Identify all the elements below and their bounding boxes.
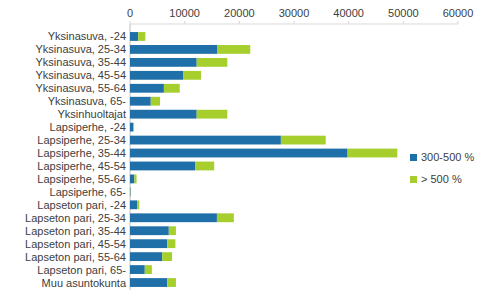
x-tick-label: 60000 — [443, 7, 474, 19]
legend-label: 300-500 % — [421, 151, 474, 163]
category-label: Lapsiperhe, 55-64 — [37, 173, 126, 185]
chart: 0 10000 20000 30000 40000 50000 60000 Yksinasuv… — [0, 0, 492, 304]
bar — [130, 213, 217, 222]
bar — [130, 200, 137, 209]
x-tick — [184, 21, 185, 24]
category-label: Yksinasuva, 35-44 — [36, 56, 127, 68]
category-label: Yksinasuva, 55-64 — [36, 82, 127, 94]
legend-swatch — [410, 154, 417, 161]
x-tick — [130, 21, 131, 24]
bar — [169, 226, 176, 235]
category-label: Lapsiperhe, 25-34 — [37, 134, 126, 146]
bar — [130, 123, 133, 132]
bar — [130, 187, 131, 196]
bar — [183, 71, 201, 80]
bar — [130, 226, 169, 235]
category-label: Yksinasuva, -24 — [48, 30, 126, 42]
category-label: Yksinasuva, 25-34 — [36, 43, 127, 55]
category-label: Yksinasuva, 45-54 — [36, 69, 127, 81]
bar — [130, 32, 138, 41]
category-label: Lapsiperhe, 35-44 — [37, 147, 126, 159]
bar — [145, 265, 152, 274]
bar — [281, 136, 326, 145]
category-label: Lapsiperhe, 45-54 — [37, 160, 126, 172]
bar — [151, 97, 160, 106]
bar — [167, 239, 175, 248]
bar — [130, 97, 151, 106]
bar — [137, 200, 139, 209]
x-tick-label: 0 — [127, 7, 133, 19]
bar — [130, 110, 197, 119]
legend-swatch — [410, 176, 417, 183]
legend-label: > 500 % — [421, 173, 462, 185]
bar — [167, 278, 176, 287]
bar — [130, 162, 195, 171]
x-tick-label: 40000 — [333, 7, 364, 19]
bar — [195, 162, 214, 171]
category-label: Lapsiperhe, 65- — [50, 186, 127, 198]
bar — [197, 110, 228, 119]
bar — [130, 71, 183, 80]
category-label: Lapseton pari, 25-34 — [25, 212, 126, 224]
x-tick-label: 50000 — [388, 7, 419, 19]
x-tick-label: 10000 — [169, 7, 200, 19]
bar — [134, 175, 136, 184]
bar — [130, 84, 164, 93]
x-tick — [458, 21, 459, 24]
bar — [164, 84, 180, 93]
bar — [130, 265, 145, 274]
bar — [130, 149, 348, 158]
bar — [130, 278, 167, 287]
category-label: Lapsiperhe, -24 — [50, 121, 126, 133]
category-label: Muu asuntokunta — [42, 277, 127, 289]
bar — [217, 213, 234, 222]
bars — [130, 32, 397, 287]
bar — [130, 239, 167, 248]
bar — [130, 58, 197, 67]
bar — [138, 32, 145, 41]
category-label: Yksinasuva, 65- — [48, 95, 127, 107]
bar — [130, 136, 281, 145]
bar — [217, 45, 250, 54]
category-label: Lapseton pari, 55-64 — [25, 251, 126, 263]
x-tick — [403, 21, 404, 24]
category-label: Lapseton pari, 35-44 — [25, 225, 126, 237]
bar — [197, 58, 228, 67]
category-label: Lapseton pari, 45-54 — [25, 238, 126, 250]
category-label: Yksinhuoltajat — [58, 108, 127, 120]
bar — [133, 123, 135, 132]
bar — [130, 187, 131, 196]
x-tick — [348, 21, 349, 24]
x-tick — [239, 21, 240, 24]
bar — [348, 149, 398, 158]
bar — [130, 45, 217, 54]
category-label: Lapseton pari, -24 — [37, 199, 126, 211]
bar — [130, 175, 134, 184]
bar — [162, 252, 172, 261]
category-label: Lapseton pari, 65- — [37, 264, 126, 276]
bar — [130, 252, 162, 261]
x-tick — [294, 21, 295, 24]
x-tick-label: 30000 — [279, 7, 310, 19]
x-tick-label: 20000 — [224, 7, 255, 19]
